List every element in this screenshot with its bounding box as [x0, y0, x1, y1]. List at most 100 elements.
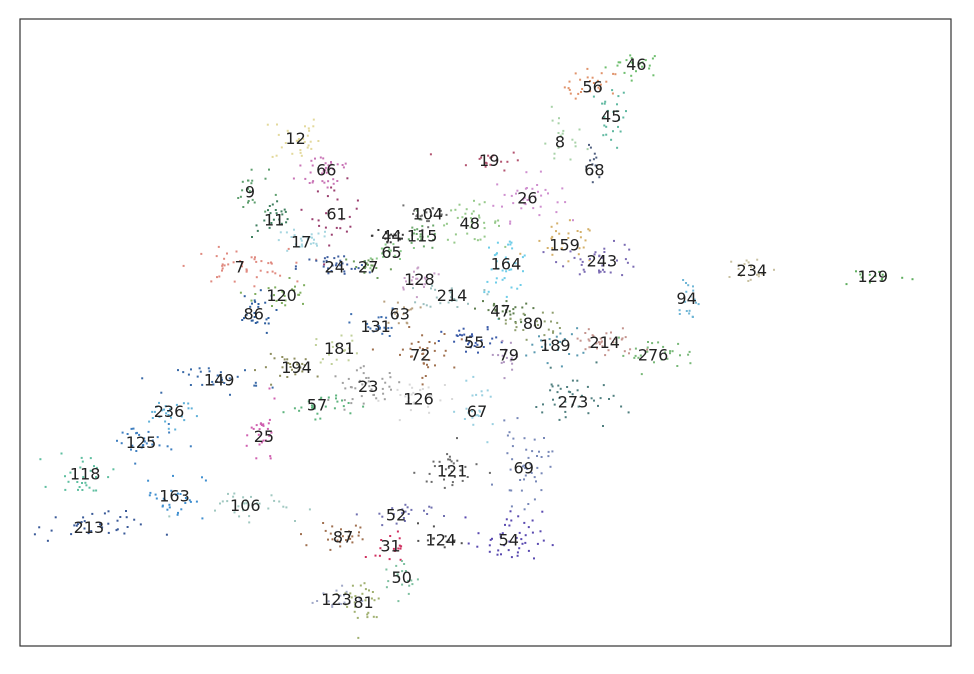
data-point [148, 494, 151, 497]
data-point [547, 328, 550, 331]
data-point [165, 412, 168, 415]
data-point [610, 331, 612, 334]
data-point [523, 313, 526, 316]
data-point [370, 597, 373, 600]
data-point [510, 194, 513, 197]
data-point [401, 237, 403, 240]
cluster-points-213-58 [33, 510, 168, 542]
data-point [588, 259, 591, 262]
data-point [337, 255, 340, 258]
data-point [291, 152, 294, 155]
data-point [350, 313, 353, 316]
data-point [294, 285, 296, 288]
data-point [275, 154, 278, 157]
data-point [226, 252, 228, 255]
data-point [300, 406, 303, 409]
data-point [167, 423, 170, 425]
data-point [372, 615, 375, 618]
data-point [367, 376, 370, 379]
data-point [498, 224, 500, 227]
data-point [651, 342, 654, 345]
data-point [559, 332, 562, 335]
data-point [107, 476, 110, 479]
data-point [221, 269, 223, 272]
data-point [138, 433, 141, 436]
data-point [241, 265, 243, 268]
data-point [556, 321, 559, 324]
data-point [458, 203, 461, 206]
data-point [396, 530, 399, 533]
data-point [402, 313, 405, 316]
data-point [385, 568, 388, 571]
data-point [557, 146, 560, 149]
data-point [773, 268, 775, 271]
cluster-points-189-37 [525, 327, 585, 368]
data-point [510, 505, 513, 508]
data-point [299, 237, 302, 240]
data-point [533, 557, 535, 560]
data-point [324, 226, 327, 229]
data-point [511, 354, 514, 357]
data-point [557, 346, 560, 349]
data-point [604, 100, 607, 103]
data-point [542, 403, 544, 406]
data-point [464, 212, 467, 215]
data-point [634, 354, 637, 357]
data-point [413, 471, 416, 474]
data-point [664, 351, 667, 354]
data-point [486, 293, 489, 296]
data-point [508, 268, 511, 271]
data-point [579, 339, 582, 342]
data-point [586, 76, 589, 79]
data-point [403, 520, 406, 522]
data-point [279, 374, 282, 377]
data-point [577, 253, 580, 256]
data-point [571, 393, 574, 396]
data-point [511, 368, 514, 371]
data-point [247, 200, 250, 202]
data-point [235, 250, 238, 253]
data-point [416, 213, 419, 216]
data-point [229, 393, 231, 396]
data-point [480, 390, 483, 393]
data-point [509, 359, 512, 362]
data-point [478, 216, 481, 219]
data-point [264, 439, 267, 442]
data-point [587, 228, 590, 231]
cluster-label-44-14: 44 [381, 226, 401, 245]
data-point [286, 358, 289, 361]
data-point [757, 275, 760, 278]
data-point [552, 331, 554, 334]
data-point [550, 237, 553, 240]
data-point [597, 404, 599, 407]
data-point [291, 368, 293, 371]
data-point [300, 239, 303, 242]
data-point [251, 302, 253, 305]
data-point [437, 208, 440, 211]
data-point [495, 336, 498, 339]
data-point [516, 554, 519, 557]
data-point [347, 359, 350, 362]
data-point [509, 341, 512, 344]
data-point [215, 255, 218, 258]
data-point [557, 132, 560, 134]
data-point [566, 386, 569, 388]
data-point [357, 636, 360, 639]
data-point [437, 340, 440, 342]
data-point [525, 171, 528, 174]
cluster-points-159-17 [519, 219, 591, 263]
data-point [466, 232, 469, 235]
data-point [312, 180, 315, 183]
data-point [540, 456, 543, 458]
data-point [361, 383, 364, 386]
data-point [330, 161, 332, 163]
data-point [590, 397, 593, 400]
data-point [175, 493, 177, 496]
data-point [880, 278, 883, 281]
data-point [612, 110, 615, 113]
data-point [445, 213, 448, 216]
data-point [433, 465, 436, 468]
data-point [414, 301, 417, 304]
data-point [331, 168, 334, 171]
data-point [174, 428, 177, 431]
